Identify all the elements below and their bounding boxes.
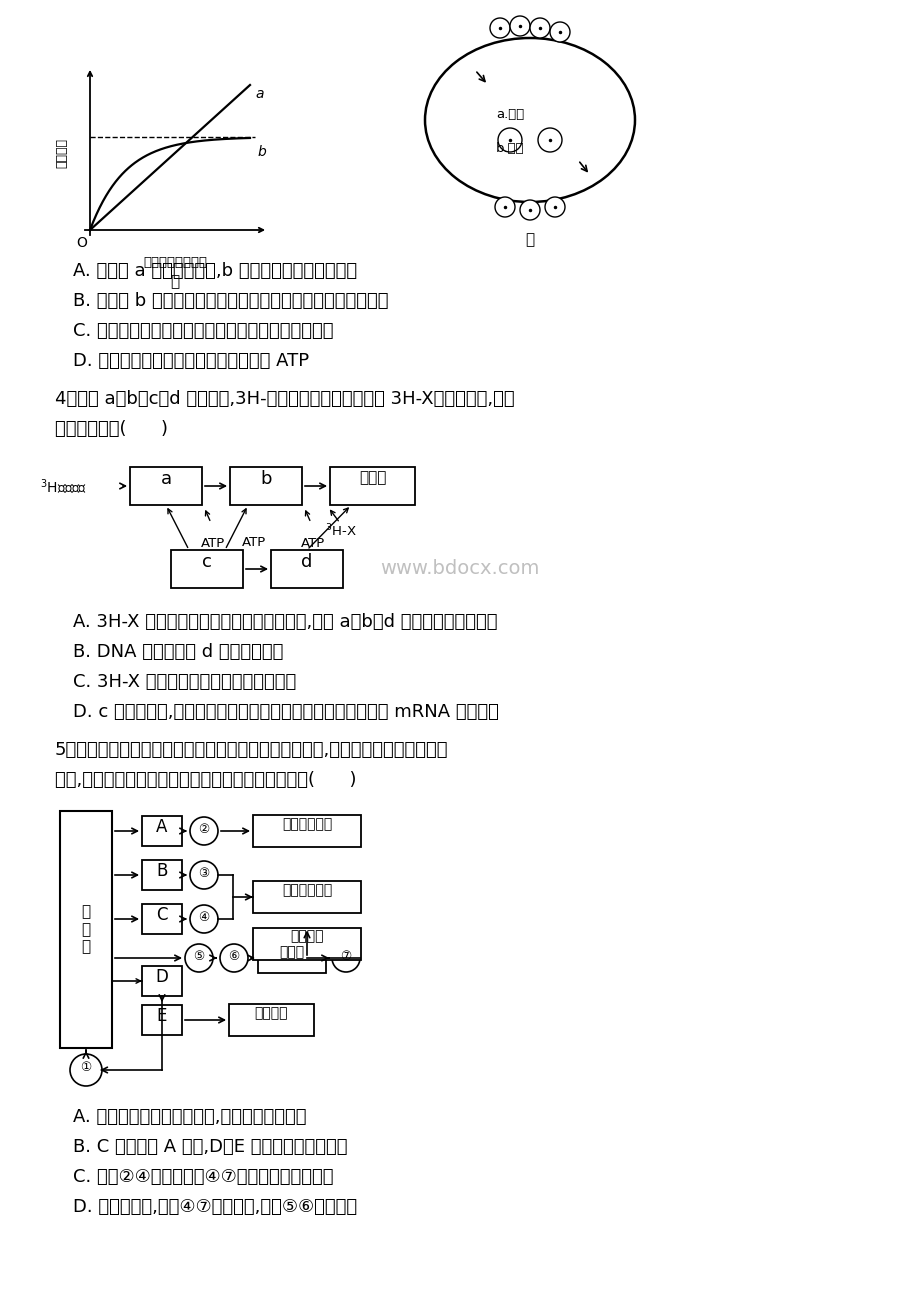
Text: 甲: 甲 xyxy=(170,273,179,289)
Text: A. 下丘脑既参与了神经调节,又参与了激素调节: A. 下丘脑既参与了神经调节,又参与了激素调节 xyxy=(73,1108,306,1126)
Circle shape xyxy=(519,201,539,220)
Text: c: c xyxy=(202,553,211,572)
Bar xyxy=(130,467,202,505)
Text: b: b xyxy=(256,145,266,159)
Text: 叙述正确的是(      ): 叙述正确的是( ) xyxy=(55,421,168,437)
Text: C: C xyxy=(156,906,167,924)
Circle shape xyxy=(494,197,515,217)
Text: ③: ③ xyxy=(199,867,210,880)
Text: D. c 中有多种酶,它们分子结构不同的根本原因是指导酶合成的 mRNA 模板不同: D. c 中有多种酶,它们分子结构不同的根本原因是指导酶合成的 mRNA 模板不… xyxy=(73,703,498,721)
Text: 尿量减少: 尿量减少 xyxy=(255,1006,288,1019)
Text: 被转运物质的浓度: 被转运物质的浓度 xyxy=(142,256,207,270)
Bar xyxy=(271,549,343,589)
Text: ①: ① xyxy=(80,1061,92,1074)
Circle shape xyxy=(544,197,564,217)
Text: 甲状腺: 甲状腺 xyxy=(279,945,304,960)
Text: ②: ② xyxy=(199,823,210,836)
Text: B: B xyxy=(156,862,167,880)
Text: 5．下图为下丘脑参与的人体生命活动调节的部分示意图,其中字母代表有关器官或: 5．下图为下丘脑参与的人体生命活动调节的部分示意图,其中字母代表有关器官或 xyxy=(55,741,448,759)
Text: A. 3H-X 可能为小分子神经递质、淋巴因子,图中 a、b、d 的膜面积会产生变化: A. 3H-X 可能为小分子神经递质、淋巴因子,图中 a、b、d 的膜面积会产生… xyxy=(73,613,497,631)
Text: B. DNA 聚合酶可从 d 运输至细胞膜: B. DNA 聚合酶可从 d 运输至细胞膜 xyxy=(73,643,283,661)
Text: ATP: ATP xyxy=(301,536,325,549)
Circle shape xyxy=(509,16,529,36)
Bar xyxy=(60,811,112,1048)
Bar xyxy=(257,943,325,973)
Text: b.胞吐: b.胞吐 xyxy=(495,142,524,155)
Text: d: d xyxy=(301,553,312,572)
Circle shape xyxy=(220,944,248,973)
Circle shape xyxy=(185,944,213,973)
Text: E: E xyxy=(156,1006,167,1025)
Text: 下
丘
脑: 下 丘 脑 xyxy=(82,905,90,954)
Circle shape xyxy=(538,128,562,152)
Text: $^3$H-X: $^3$H-X xyxy=(324,523,357,539)
Text: C. 图乙中的胞吐和胞吞过程说明细胞膜具有选择透性: C. 图乙中的胞吐和胞吞过程说明细胞膜具有选择透性 xyxy=(73,322,334,340)
Text: D: D xyxy=(155,967,168,986)
Text: O: O xyxy=(76,236,86,250)
Text: 维持体温: 维持体温 xyxy=(289,930,323,944)
Text: D. 图乙中的胞吐和胞吞过程都需要消耗 ATP: D. 图乙中的胞吐和胞吞过程都需要消耗 ATP xyxy=(73,352,309,370)
Text: B. 图甲中 b 曲线达到最大转运速率后的限制因素是载体的数量: B. 图甲中 b 曲线达到最大转运速率后的限制因素是载体的数量 xyxy=(73,292,388,310)
Text: ④: ④ xyxy=(199,911,210,924)
Circle shape xyxy=(190,816,218,845)
Circle shape xyxy=(190,905,218,934)
Bar xyxy=(253,815,360,848)
Bar xyxy=(253,927,360,960)
Text: C. 3H-X 分泌到细胞外与膜的流动性有关: C. 3H-X 分泌到细胞外与膜的流动性有关 xyxy=(73,673,296,691)
Bar xyxy=(330,467,414,505)
Text: 乙: 乙 xyxy=(525,232,534,247)
Text: 血糖浓度下降: 血糖浓度下降 xyxy=(281,816,332,831)
Text: D. 寒冷条件下,激素④⑦分泌增多,激素⑤⑥分泌减少: D. 寒冷条件下,激素④⑦分泌增多,激素⑤⑥分泌减少 xyxy=(73,1198,357,1216)
Bar xyxy=(142,966,182,996)
Bar xyxy=(142,904,182,934)
Text: 细胞膜: 细胞膜 xyxy=(358,470,386,486)
Circle shape xyxy=(550,22,570,42)
Circle shape xyxy=(332,944,359,973)
Text: 血糖浓度上升: 血糖浓度上升 xyxy=(281,883,332,897)
Ellipse shape xyxy=(425,38,634,202)
Text: C. 激素②④之间和激素④⑦之间均具有协同作用: C. 激素②④之间和激素④⑦之间均具有协同作用 xyxy=(73,1168,334,1186)
Text: ATP: ATP xyxy=(242,536,266,549)
Circle shape xyxy=(529,18,550,38)
Text: ⑦: ⑦ xyxy=(340,950,351,963)
Circle shape xyxy=(490,18,509,38)
Bar xyxy=(253,881,360,913)
Bar xyxy=(230,467,301,505)
Bar xyxy=(229,1004,313,1036)
Text: a.胞吞: a.胞吞 xyxy=(495,108,524,121)
Text: a: a xyxy=(255,87,263,102)
Text: A: A xyxy=(156,818,167,836)
Text: www.bdocx.com: www.bdocx.com xyxy=(380,559,539,578)
Circle shape xyxy=(70,1055,102,1086)
Text: 细胞,数字代表有关激素。据图分析下列说法正确的是(      ): 细胞,数字代表有关激素。据图分析下列说法正确的是( ) xyxy=(55,771,357,789)
Bar xyxy=(171,549,243,589)
Circle shape xyxy=(497,128,521,152)
Text: ATP: ATP xyxy=(200,536,225,549)
Bar xyxy=(142,1005,182,1035)
Text: ⑤: ⑤ xyxy=(193,950,204,963)
Text: ⑥: ⑥ xyxy=(228,950,239,963)
Text: $^3$H－亮氨酸: $^3$H－亮氨酸 xyxy=(40,478,87,497)
Text: B. C 表示胰岛 A 细胞,D、E 分别表示垂体和肾脏: B. C 表示胰岛 A 细胞,D、E 分别表示垂体和肾脏 xyxy=(73,1138,347,1156)
Text: 转运速率: 转运速率 xyxy=(55,138,68,168)
Bar xyxy=(142,861,182,891)
Text: A. 图甲中 a 表示自由扩散,b 表示协助扩散或主动运输: A. 图甲中 a 表示自由扩散,b 表示协助扩散或主动运输 xyxy=(73,262,357,280)
Circle shape xyxy=(190,861,218,889)
Text: a: a xyxy=(160,470,171,488)
Bar xyxy=(142,816,182,846)
Text: b: b xyxy=(260,470,271,488)
Text: 4．图中 a、b、c、d 为细胞器,3H-亮氨酸参与图示过程合成 3H-X。据图分析,下列: 4．图中 a、b、c、d 为细胞器,3H-亮氨酸参与图示过程合成 3H-X。据图… xyxy=(55,391,514,408)
